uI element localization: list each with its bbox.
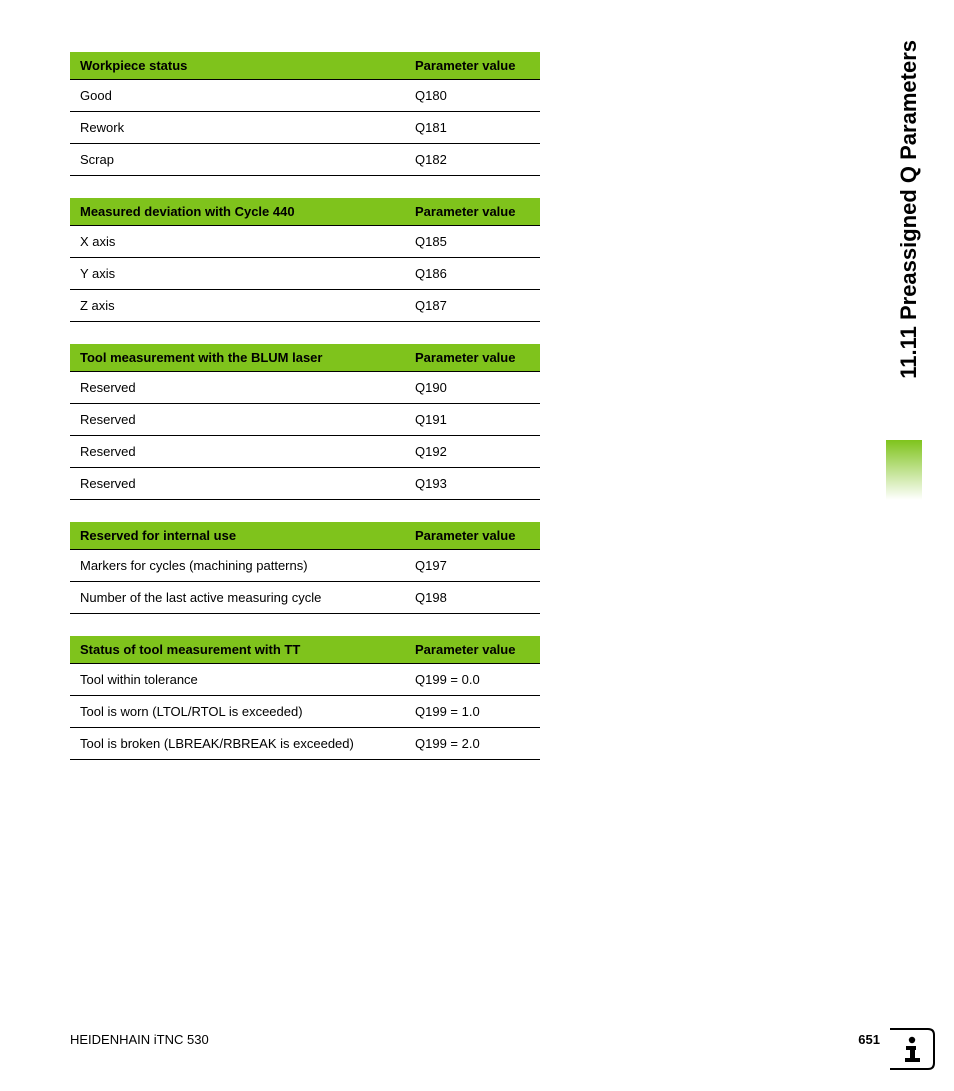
cell: Q181 [405,112,540,144]
table-row: Markers for cycles (machining patterns)Q… [70,550,540,582]
info-icon [888,1027,936,1071]
table-header: Measured deviation with Cycle 440 [70,198,405,226]
cell: Q199 = 2.0 [405,728,540,760]
table-row: Tool is worn (LTOL/RTOL is exceeded)Q199… [70,696,540,728]
table-header: Tool measurement with the BLUM laser [70,344,405,372]
page-number: 651 [858,1032,880,1047]
cell: Q187 [405,290,540,322]
cell: X axis [70,226,405,258]
table-tool-measurement-tt: Status of tool measurement with TT Param… [70,636,540,760]
cell: Reserved [70,468,405,500]
table-workpiece-status: Workpiece status Parameter value GoodQ18… [70,52,540,176]
table-measured-deviation: Measured deviation with Cycle 440 Parame… [70,198,540,322]
cell: Y axis [70,258,405,290]
cell: Rework [70,112,405,144]
table-row: ReservedQ193 [70,468,540,500]
table-row: ReservedQ191 [70,404,540,436]
page: Workpiece status Parameter value GoodQ18… [0,0,954,1091]
table-row: Z axisQ187 [70,290,540,322]
cell: Number of the last active measuring cycl… [70,582,405,614]
table-row: GoodQ180 [70,80,540,112]
cell: Q186 [405,258,540,290]
table-header: Parameter value [405,636,540,664]
content-area: Workpiece status Parameter value GoodQ18… [70,52,540,782]
section-side-tab: 11.11 Preassigned Q Parameters [886,40,922,500]
cell: Q185 [405,226,540,258]
cell: Q199 = 1.0 [405,696,540,728]
page-footer: HEIDENHAIN iTNC 530 651 [70,1032,880,1047]
table-row: Tool within toleranceQ199 = 0.0 [70,664,540,696]
cell: Good [70,80,405,112]
cell: Reserved [70,404,405,436]
table-row: Y axisQ186 [70,258,540,290]
cell: Q191 [405,404,540,436]
table-header: Reserved for internal use [70,522,405,550]
table-reserved-internal: Reserved for internal use Parameter valu… [70,522,540,614]
table-header: Workpiece status [70,52,405,80]
cell: Z axis [70,290,405,322]
cell: Q198 [405,582,540,614]
table-row: Tool is broken (LBREAK/RBREAK is exceede… [70,728,540,760]
table-header: Status of tool measurement with TT [70,636,405,664]
cell: Scrap [70,144,405,176]
table-row: X axisQ185 [70,226,540,258]
table-header: Parameter value [405,522,540,550]
cell: Q180 [405,80,540,112]
table-blum-laser: Tool measurement with the BLUM laser Par… [70,344,540,500]
table-header: Parameter value [405,52,540,80]
cell: Reserved [70,436,405,468]
cell: Tool is worn (LTOL/RTOL is exceeded) [70,696,405,728]
cell: Q197 [405,550,540,582]
cell: Tool is broken (LBREAK/RBREAK is exceede… [70,728,405,760]
cell: Q190 [405,372,540,404]
footer-left-text: HEIDENHAIN iTNC 530 [70,1032,209,1047]
cell: Reserved [70,372,405,404]
cell: Q199 = 0.0 [405,664,540,696]
table-header: Parameter value [405,344,540,372]
cell: Tool within tolerance [70,664,405,696]
table-row: Number of the last active measuring cycl… [70,582,540,614]
table-row: ReservedQ190 [70,372,540,404]
table-row: ScrapQ182 [70,144,540,176]
table-row: ReworkQ181 [70,112,540,144]
cell: Q193 [405,468,540,500]
table-row: ReservedQ192 [70,436,540,468]
section-title: 11.11 Preassigned Q Parameters [896,40,922,379]
cell: Markers for cycles (machining patterns) [70,550,405,582]
table-header: Parameter value [405,198,540,226]
side-tab-gradient [886,440,922,500]
cell: Q192 [405,436,540,468]
cell: Q182 [405,144,540,176]
